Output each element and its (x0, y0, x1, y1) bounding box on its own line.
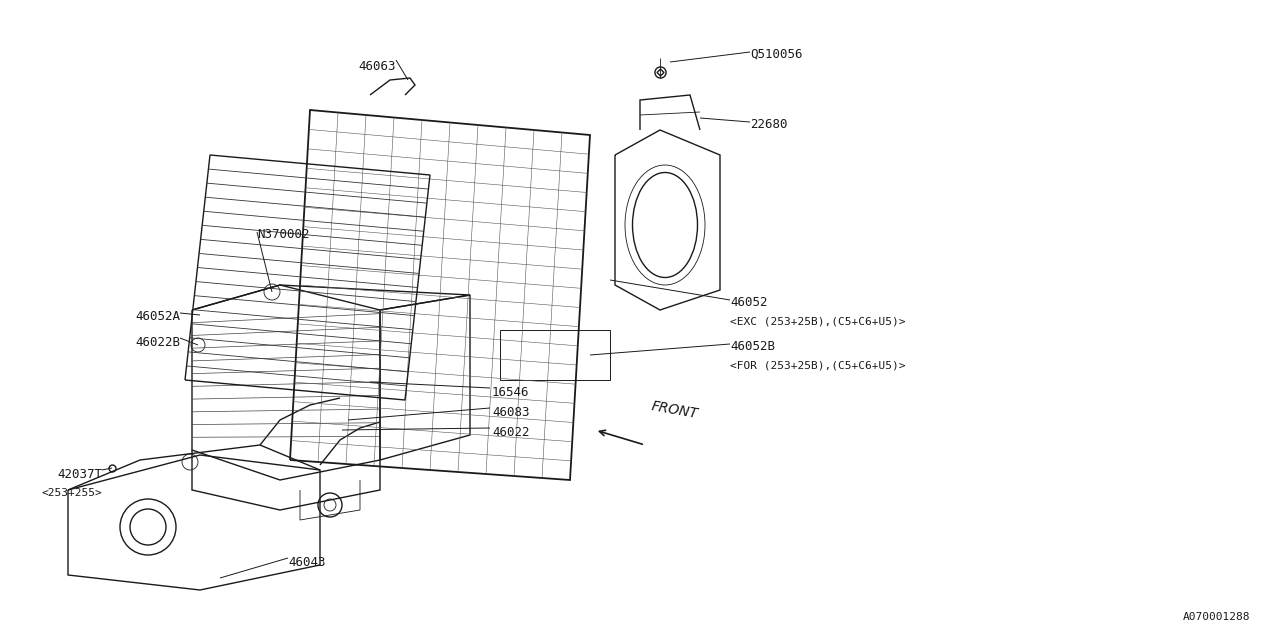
Text: FRONT: FRONT (650, 399, 699, 421)
Text: 16546: 16546 (492, 386, 530, 399)
Text: <FOR (253+25B),(C5+C6+U5)>: <FOR (253+25B),(C5+C6+U5)> (730, 360, 905, 370)
Text: 46063: 46063 (358, 60, 396, 73)
Text: 46052B: 46052B (730, 340, 774, 353)
Text: 46083: 46083 (492, 406, 530, 419)
Text: 42037T: 42037T (58, 468, 102, 481)
Text: <253+255>: <253+255> (41, 488, 102, 498)
Bar (500, 330, 611, 380)
Text: N370002: N370002 (257, 228, 310, 241)
Text: A070001288: A070001288 (1183, 612, 1251, 622)
Text: 46022: 46022 (492, 426, 530, 439)
Text: 46052: 46052 (730, 296, 768, 309)
Text: 22680: 22680 (750, 118, 787, 131)
Text: 46022B: 46022B (134, 336, 180, 349)
Text: 46043: 46043 (288, 556, 325, 569)
Text: <EXC (253+25B),(C5+C6+U5)>: <EXC (253+25B),(C5+C6+U5)> (730, 316, 905, 326)
Text: 46052A: 46052A (134, 310, 180, 323)
Text: Q510056: Q510056 (750, 48, 803, 61)
